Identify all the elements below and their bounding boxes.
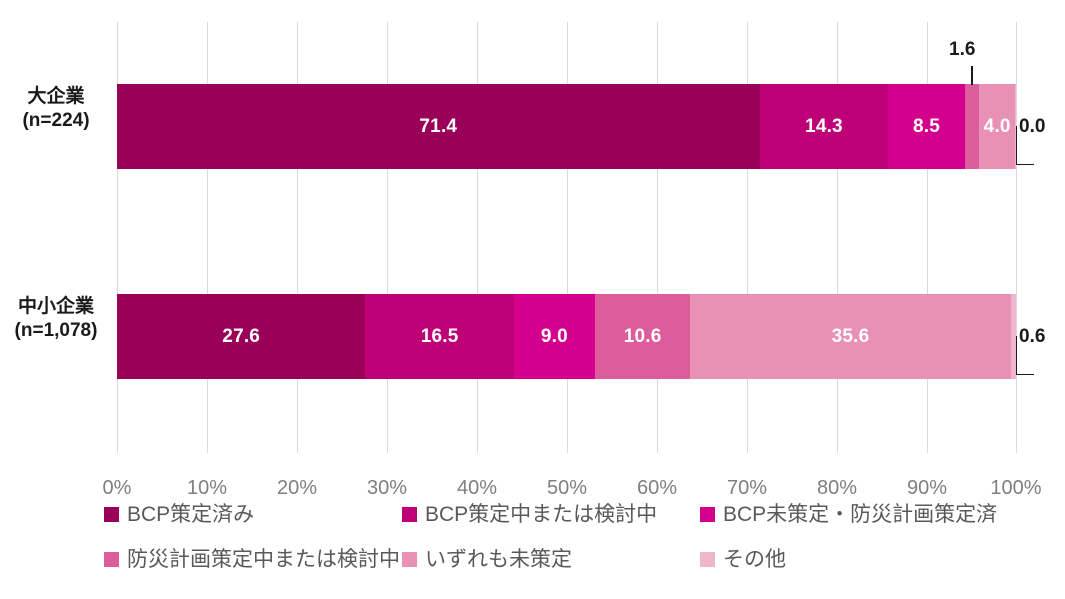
xtick-label-40: 40% [456,477,498,499]
legend-swatch-icon [402,507,417,522]
gridline-90 [927,22,928,447]
legend-swatch-icon [104,552,119,567]
legend-item-label: 防災計画策定中または検討中 [127,548,400,571]
xtick-label-90: 90% [906,477,948,499]
bar-segment-value: 35.6 [831,325,870,347]
bar-segment-disaster-plan-in-progress[interactable] [964,84,980,169]
legend-item-label: BCP策定中または検討中 [425,503,658,526]
category-name: 中小企業 [17,296,94,317]
xtick-label-0: 0% [102,477,132,499]
bar-segment-value: 8.5 [913,115,941,137]
callout-label-0-0: 0.0 [1019,116,1046,137]
bar-segment-no-bcp-disaster-plan-done[interactable]: 8.5 [888,84,965,169]
tick-mark-80 [837,447,838,453]
bar-segment-bcp-completed[interactable]: 27.6 [117,294,366,379]
legend-item-label: いずれも未策定 [425,548,572,571]
legend-swatch-icon [700,552,715,567]
legend-item-bcp-completed[interactable]: BCP策定済み [104,504,254,525]
xtick-label-60: 60% [636,477,678,499]
category-label-large-enterprise: 大企業 (n=224) [0,85,112,133]
legend-item-label: BCP策定済み [127,503,255,526]
gridline-40 [477,22,478,447]
category-sample-size: (n=224) [22,109,90,131]
tick-mark-70 [747,447,748,453]
tick-mark-0 [117,447,118,453]
category-sample-size: (n=1,078) [14,319,98,341]
legend-row-2: 防災計画策定中または検討中 いずれも未策定 その他 [104,545,1044,590]
gridline-0 [117,22,118,447]
category-label-sme: 中小企業 (n=1,078) [0,295,112,343]
bar-segment-value: 4.0 [983,115,1011,137]
bar-segment-no-bcp-disaster-plan-done[interactable]: 9.0 [513,294,595,379]
legend-item-label: BCP未策定・防災計画策定済 [723,503,998,526]
legend-swatch-icon [700,507,715,522]
tick-mark-40 [477,447,478,453]
gridline-70 [747,22,748,447]
gridline-80 [837,22,838,447]
gridline-60 [657,22,658,447]
leader-bracket-0-6 [1016,336,1034,375]
tick-mark-30 [387,447,388,453]
callout-label-0-6: 0.6 [1019,326,1046,347]
tick-mark-20 [297,447,298,453]
xtick-label-50: 50% [546,477,588,499]
bar-segment-value: 14.3 [805,115,843,137]
xtick-label-20: 20% [276,477,318,499]
gridline-100 [1016,22,1017,447]
tick-mark-100 [1016,447,1017,453]
legend-item-label: その他 [723,548,786,571]
bar-segment-bcp-completed[interactable]: 71.4 [117,84,760,169]
bar-segment-bcp-in-progress[interactable]: 14.3 [759,84,889,169]
xtick-label-10: 10% [186,477,228,499]
legend-swatch-icon [104,507,119,522]
xtick-label-100: 100% [990,477,1042,499]
bar-segment-none[interactable]: 35.6 [690,294,1011,379]
bar-segment-bcp-in-progress[interactable]: 16.5 [365,294,514,379]
legend-swatch-icon [402,552,417,567]
tick-mark-10 [207,447,208,453]
tick-mark-50 [567,447,568,453]
legend-item-disaster-plan-in-progress[interactable]: 防災計画策定中または検討中 [104,549,400,570]
gridline-10 [207,22,208,447]
bar-row-sme: 27.6 16.5 9.0 10.6 35.6 [117,294,1017,379]
gridline-50 [567,22,568,447]
leader-line-1-6 [971,66,973,85]
bar-segment-value: 71.4 [419,115,458,137]
legend-item-bcp-in-progress[interactable]: BCP策定中または検討中 [402,504,657,525]
bar-segment-other[interactable] [1010,294,1017,379]
bar-row-large-enterprise: 71.4 14.3 8.5 4.0 [117,84,1017,169]
legend-item-no-bcp-disaster-plan-done[interactable]: BCP未策定・防災計画策定済 [700,504,997,525]
legend-item-none[interactable]: いずれも未策定 [402,549,572,570]
chart-legend: BCP策定済み BCP策定中または検討中 BCP未策定・防災計画策定済 防災計画… [104,500,1044,590]
tick-mark-60 [657,447,658,453]
plot-area: 71.4 14.3 8.5 4.0 1.6 0.0 [103,22,1045,499]
bar-segment-none[interactable]: 4.0 [979,84,1016,169]
bar-segment-value: 27.6 [222,325,261,347]
xtick-label-70: 70% [726,477,768,499]
callout-label-1-6: 1.6 [949,39,976,60]
tick-mark-90 [927,447,928,453]
xtick-label-30: 30% [366,477,408,499]
bar-segment-other[interactable] [1015,84,1016,169]
leader-bracket-0-0 [1016,126,1034,165]
category-name: 大企業 [27,86,85,107]
gridline-20 [297,22,298,447]
bar-segment-value: 10.6 [623,325,662,347]
gridline-30 [387,22,388,447]
bar-segment-value: 9.0 [540,325,568,347]
bar-segment-value: 16.5 [420,325,459,347]
bar-segment-disaster-plan-in-progress[interactable]: 10.6 [594,294,691,379]
legend-item-other[interactable]: その他 [700,549,786,570]
legend-row-1: BCP策定済み BCP策定中または検討中 BCP未策定・防災計画策定済 [104,500,1044,545]
xtick-label-80: 80% [816,477,858,499]
